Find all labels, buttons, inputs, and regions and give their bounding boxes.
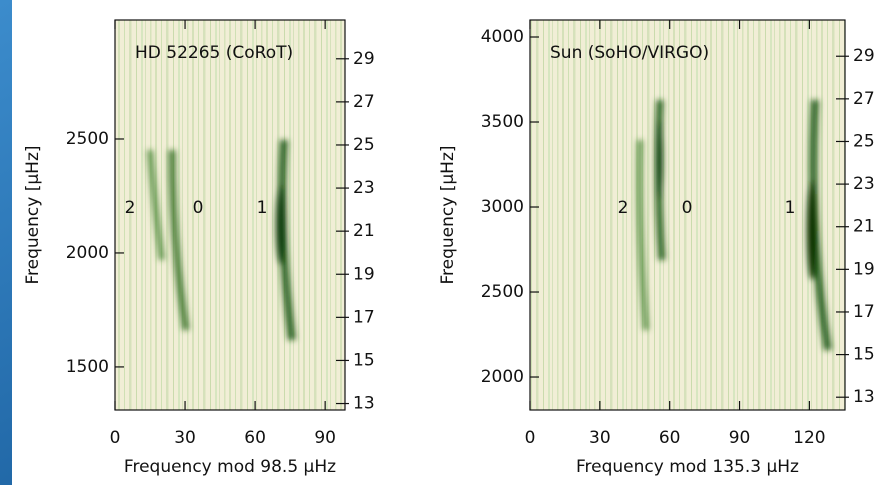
- y2-tick-label: 13: [853, 387, 875, 407]
- y2-tick-label: 25: [853, 131, 875, 151]
- panel-title: HD 52265 (CoRoT): [135, 43, 293, 63]
- frame: [114, 19, 346, 411]
- y2-tick-label: 27: [853, 89, 875, 109]
- panel: 0 30 60 90 120200025003000350040001315171921…: [438, 19, 875, 477]
- ridge-label: 2: [618, 198, 629, 218]
- y-tick-label: 4000: [481, 27, 524, 47]
- ridge-label: 1: [785, 198, 796, 218]
- ridge-label: 1: [257, 198, 268, 218]
- x-tick-label: 90: [729, 428, 751, 448]
- y2-tick-label: 25: [353, 135, 375, 155]
- y2-tick-label: 19: [853, 259, 875, 279]
- y2-tick-label: 29: [353, 49, 375, 69]
- y2-tick-label: 23: [353, 178, 375, 198]
- y-tick-label: 2500: [481, 282, 524, 302]
- ridge-label: 2: [125, 198, 136, 218]
- x-tick-label: 30: [589, 428, 611, 448]
- y-tick-label: 2000: [66, 243, 109, 263]
- frame: [529, 19, 846, 411]
- y2-tick-label: 19: [353, 264, 375, 284]
- x-axis-label: Frequency mod 135.3 μHz: [576, 457, 799, 477]
- y-tick-label: 3000: [481, 197, 524, 217]
- panel-title: Sun (SoHO/VIRGO): [550, 43, 709, 63]
- y2-tick-label: 15: [353, 350, 375, 370]
- ridges: [636, 99, 832, 351]
- x-tick-label: 90: [314, 428, 336, 448]
- y2-tick-label: 21: [853, 217, 875, 237]
- y2-tick-label: 15: [853, 345, 875, 365]
- x-tick-label: 60: [244, 428, 266, 448]
- y-axis-label: Frequency [μHz]: [438, 145, 458, 284]
- x-tick-label: 0: [110, 428, 121, 448]
- x-tick-label: 0: [525, 428, 536, 448]
- x-axis-label: Frequency mod 98.5 μHz: [124, 457, 336, 477]
- x-tick-label: 120: [793, 428, 825, 448]
- ridges: [147, 139, 296, 341]
- x-tick-label: 30: [174, 428, 196, 448]
- y-tick-label: 2500: [66, 129, 109, 149]
- y-tick-label: 3500: [481, 112, 524, 132]
- y2-tick-label: 27: [353, 92, 375, 112]
- x-tick-label: 60: [659, 428, 681, 448]
- ridge-label: 0: [682, 198, 693, 218]
- y-axis-label: Frequency [μHz]: [23, 145, 43, 284]
- y2-tick-label: 17: [353, 307, 375, 327]
- ridge-label: 0: [193, 198, 204, 218]
- y-tick-label: 1500: [66, 357, 109, 377]
- plot-area: [530, 20, 845, 410]
- y2-tick-label: 17: [853, 302, 875, 322]
- y2-tick-label: 21: [353, 221, 375, 241]
- plot-area: [115, 20, 345, 410]
- panel: 0 30 60 90150020002500131517192123252729HD …: [23, 19, 375, 477]
- y-tick-label: 2000: [481, 367, 524, 387]
- y2-tick-label: 13: [353, 394, 375, 414]
- y2-tick-label: 29: [853, 46, 875, 66]
- y2-tick-label: 23: [853, 174, 875, 194]
